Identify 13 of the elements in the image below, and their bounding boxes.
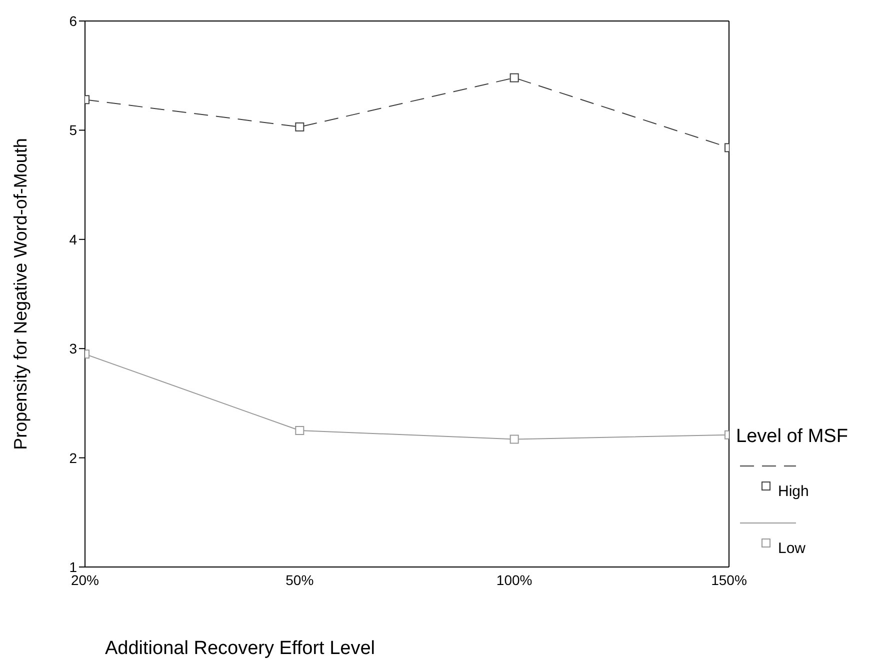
y-tick-label: 4	[69, 231, 78, 248]
x-tick-label: 100%	[496, 572, 532, 588]
legend-label: High	[778, 483, 809, 500]
legend-label: Low	[778, 540, 806, 557]
y-tick-label: 6	[69, 12, 78, 29]
legend-title: Level of MSF	[736, 426, 848, 448]
x-tick-label: 50%	[286, 572, 314, 588]
x-axis-title: Additional Recovery Effort Level	[105, 638, 376, 659]
y-tick-label: 5	[69, 122, 78, 138]
y-tick-label: 2	[69, 450, 78, 466]
y-axis-title: Propensity for Negative Word-of-Mouth	[10, 138, 30, 450]
x-tick-label: 150%	[711, 572, 747, 588]
y-tick-label: 3	[69, 340, 78, 357]
